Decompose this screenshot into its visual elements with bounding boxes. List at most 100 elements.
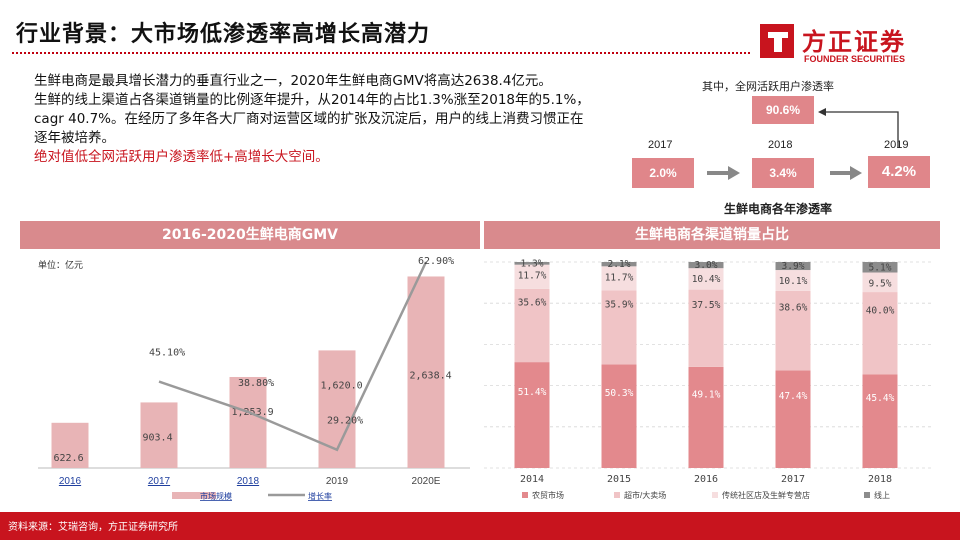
penetration-box-2018: 3.4% [752,158,814,188]
gmv-bar [140,402,178,468]
channel-segment [688,268,724,290]
channel-value-label: 45.4% [866,393,895,404]
channel-segment [601,266,637,291]
gmv-x-tick: 2016 [59,476,82,487]
logo-text-en: FOUNDER SECURITIES [804,54,906,64]
gmv-x-tick: 2018 [237,476,260,487]
gmv-bar [51,422,89,468]
channel-x-tick: 2015 [607,474,631,485]
legend-label-market: 市场规模 [200,491,232,501]
channel-value-label: 11.7% [518,271,547,282]
channel-x-tick: 2016 [694,474,718,485]
channel-segment [601,262,637,267]
channel-value-label: 35.9% [605,299,634,310]
intro-text: 生鲜电商是最具增长潜力的垂直行业之一，2020年生鲜电商GMV将高达2638.4… [34,72,594,167]
channel-segment [775,290,811,371]
channel-value-label: 47.4% [779,391,808,402]
channel-segment [862,262,898,273]
channel-segment [862,272,898,293]
gmv-bar-label: 1,253.9 [232,407,274,418]
gmv-unit-label: 单位：亿元 [38,261,84,271]
channel-value-label: 50.3% [605,388,634,399]
channel-segment [775,262,811,271]
gmv-chart: 622.6 2016 903.4 2017 1,253.9 2018 1,620.0 2019… [38,256,470,501]
channel-legend-label: 超市/大卖场 [624,490,666,500]
channel-legend-label: 线上 [874,490,890,500]
growth-label: 62.90% [418,256,454,267]
title-divider [12,52,750,54]
channel-value-label: 10.4% [692,274,721,285]
channel-segment [688,262,724,269]
channel-value-label: 38.6% [779,303,808,314]
channel-segment [688,289,724,367]
arrow-2017-2018-icon [707,166,740,180]
growth-label: 38.80% [238,378,274,389]
gmv-bar-label: 903.4 [143,432,173,443]
channel-value-label: 49.1% [692,389,721,400]
intro-line-1: 生鲜电商是最具增长潜力的垂直行业之一，2020年生鲜电商GMV将高达2638.4… [34,73,552,89]
channel-legend-swatch [712,492,718,498]
channel-value-label: 51.4% [518,387,547,398]
channel-chart: 51.4% 35.6% 11.7% 1.3% 2014 50.3% 35.9% 11.7% 2.… [484,258,934,500]
channel-segment [688,366,724,468]
penetration-caption: 其中，全网活跃用户渗透率 [702,80,834,93]
channel-segment [862,292,898,375]
channel-segment [601,290,637,365]
channel-segment [775,370,811,468]
growth-label: 29.20% [327,416,363,427]
page-title: 行业背景：大市场低渗透率高增长高潜力 [16,22,431,47]
brand-logo: 方正证券 FOUNDER SECURITIES [758,20,938,70]
gmv-x-tick: 2017 [148,476,171,487]
gmv-chart-title: 2016-2020生鲜电商GMV [20,221,480,249]
channel-value-label: 37.5% [692,300,721,311]
channel-value-label: 35.6% [518,297,547,308]
penetration-subtitle: 生鲜电商各年渗透率 [724,202,833,216]
channel-legend-label: 农贸市场 [532,490,564,500]
channel-segment [601,364,637,468]
growth-line [158,261,428,452]
channel-x-tick: 2014 [520,474,544,485]
channel-value-label: 3.9% [782,261,805,272]
channel-segment [862,374,898,468]
channel-segment [514,362,550,468]
intro-highlight: 绝对值低全网活跃用户渗透率低+高增长大空间。 [34,149,329,165]
channel-value-label: 2.1% [608,259,631,270]
gmv-x-tick: 2020E [412,476,441,487]
gmv-bar-label: 2,638.4 [410,370,452,381]
penetration-year-2019: 2019 [884,139,909,151]
channel-value-label: 40.0% [866,305,895,316]
gmv-bar-label: 622.6 [54,453,84,464]
gmv-bar [229,376,267,468]
legend-label-growth: 增长率 [308,491,332,501]
penetration-box-2019: 4.2% [868,156,930,188]
arrow-2018-2019-icon [830,166,862,180]
footer-source: 资料来源：艾瑞咨询，方正证券研究所 [8,522,178,533]
channel-x-tick: 2017 [781,474,805,485]
channel-segment [775,270,811,291]
footer-bar [0,512,960,540]
gmv-x-tick: 2019 [326,476,349,487]
channel-segment [514,288,550,363]
active-user-penetration-box: 90.6% [752,96,814,124]
logo-text-cn: 方正证券 [802,28,906,56]
channel-value-label: 9.5% [869,279,892,290]
channel-segment [514,262,550,265]
channel-value-label: 3.0% [695,260,718,271]
gmv-bar [407,276,445,468]
penetration-year-2017: 2017 [648,139,673,151]
channel-legend-swatch [614,492,620,498]
channel-legend-swatch [864,492,870,498]
channel-value-label: 10.1% [779,276,808,287]
gmv-bar-label: 1,620.0 [321,380,363,391]
channel-x-tick: 2018 [868,474,892,485]
channel-value-label: 1.3% [521,258,544,269]
channel-value-label: 5.1% [869,262,892,273]
channel-legend-label: 传统社区店及生鲜专营店 [722,490,810,500]
growth-label: 45.10% [149,348,185,359]
channel-chart-title: 生鲜电商各渠道销量占比 [484,221,940,249]
logo-mark-icon [760,24,794,58]
legend-swatch-market [172,492,216,499]
penetration-box-2017: 2.0% [632,158,694,188]
channel-value-label: 11.7% [605,272,634,283]
intro-line-2: 生鲜的线上渠道占各渠道销量的比例逐年提升，从2014年的占比1.3%涨至2018… [34,92,590,146]
